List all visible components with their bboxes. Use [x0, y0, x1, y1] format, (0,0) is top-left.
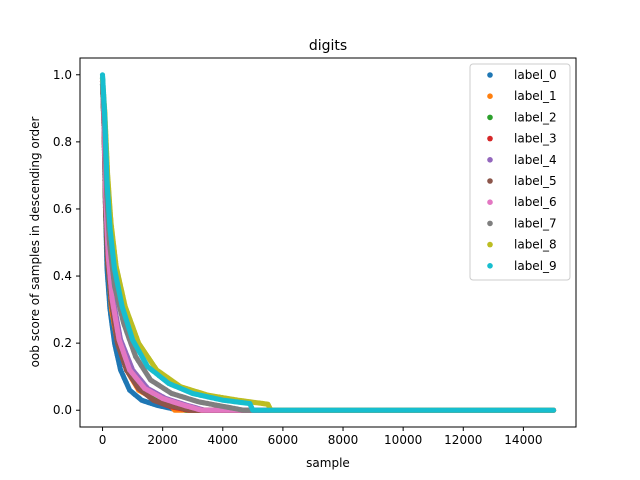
y-tick-label: 1.0 — [53, 68, 72, 82]
x-tick-label: 8000 — [328, 433, 359, 447]
x-tick-label: 10000 — [384, 433, 422, 447]
legend-label: label_0 — [514, 68, 557, 82]
chart-title: digits — [309, 38, 347, 54]
legend-label: label_7 — [514, 216, 557, 230]
x-tick-label: 6000 — [268, 433, 299, 447]
legend-marker — [487, 220, 493, 227]
legend-label: label_3 — [514, 132, 557, 146]
legend-label: label_4 — [514, 153, 557, 167]
x-tick-label: 0 — [99, 433, 107, 447]
legend-label: label_8 — [514, 238, 557, 252]
legend-label: label_5 — [514, 174, 557, 188]
legend-marker — [487, 114, 493, 121]
legend-box — [469, 63, 571, 281]
legend-label: label_6 — [514, 195, 557, 209]
legend-marker — [487, 135, 493, 142]
x-tick-label: 14000 — [504, 433, 542, 447]
legend-label: label_1 — [514, 89, 557, 103]
legend-marker — [487, 241, 493, 248]
legend-marker — [487, 93, 493, 99]
legend-label: label_2 — [514, 110, 557, 124]
legend-marker — [487, 199, 493, 205]
series-label_9 — [99, 72, 557, 413]
data-point — [550, 407, 557, 413]
legend: label_0 label_1 label_2 label_3 label_4label… — [469, 63, 571, 281]
y-tick-label: 0.2 — [53, 336, 72, 350]
y-tick-label: 0.6 — [53, 202, 72, 216]
y-tick-label: 0.4 — [53, 269, 72, 283]
x-tick-label: 4000 — [208, 433, 239, 447]
legend-label: label_9 — [514, 259, 557, 273]
y-tick-label: 0.0 — [53, 403, 72, 417]
x-axis-label: sample — [306, 456, 350, 470]
x-tick-label: 12000 — [444, 433, 482, 447]
legend-marker — [487, 72, 493, 78]
legend-marker — [487, 263, 493, 269]
legend-marker — [487, 157, 493, 163]
x-tick-label: 2000 — [147, 433, 178, 447]
y-tick-label: 0.8 — [53, 135, 72, 149]
plot-frame — [79, 57, 577, 428]
y-axis-label: oob score of samples in descending order — [28, 117, 42, 368]
legend-marker — [487, 178, 493, 184]
